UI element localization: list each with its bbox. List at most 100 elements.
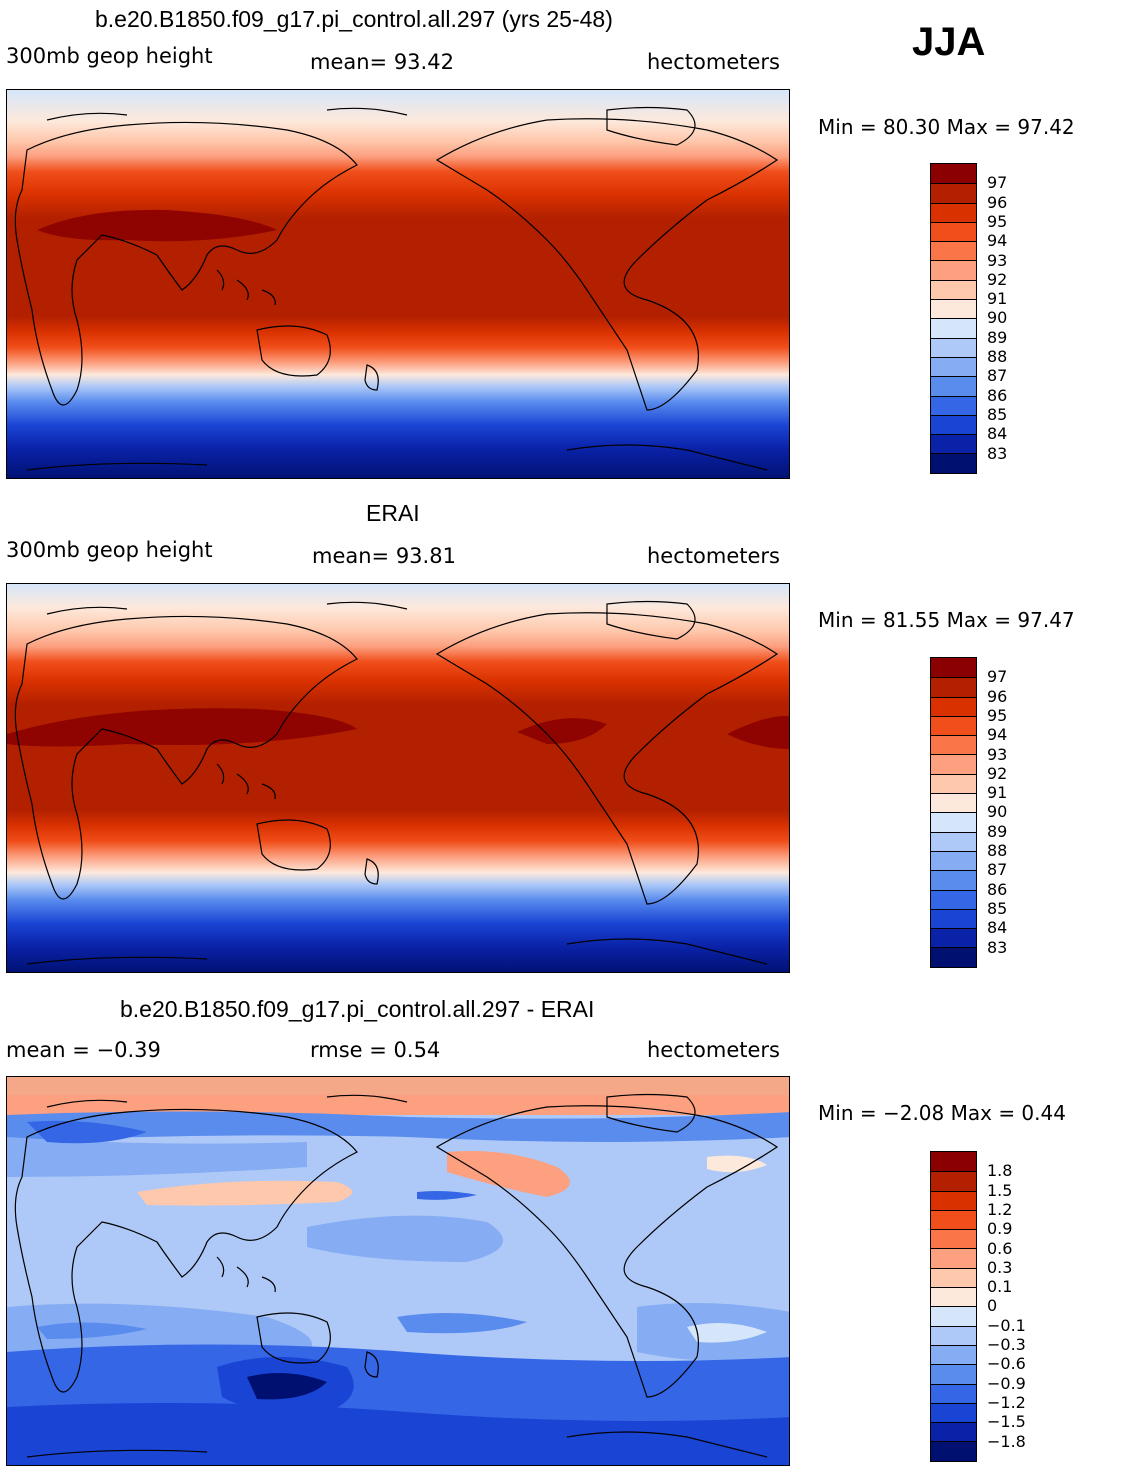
colorbar-level-label: 90 (987, 308, 1008, 328)
colorbar-level-label: 84 (987, 918, 1008, 938)
colorbar-swatch (931, 1383, 976, 1403)
colorbar-swatch (931, 395, 976, 415)
colorbar-level-label: 94 (987, 231, 1008, 251)
colorbar-swatch (931, 164, 976, 184)
colorbar-level-label: 91 (987, 289, 1008, 309)
panel2-variable-label: 300mb geop height (6, 538, 213, 562)
colorbar-level-label: 91 (987, 783, 1008, 803)
colorbar-level-label: 1.8 (987, 1161, 1013, 1181)
panel1-variable-label: 300mb geop height (6, 44, 213, 68)
colorbar-swatch (931, 696, 976, 716)
colorbar-level-label: 96 (987, 686, 1008, 706)
panel1-map-svg (7, 90, 789, 478)
colorbar-level-label: 92 (987, 269, 1008, 289)
colorbar-swatch (931, 260, 976, 280)
panel3-colorbar (930, 1151, 977, 1462)
panel1-map (6, 89, 790, 479)
panel1-units-label: hectometers (647, 50, 780, 74)
colorbar-swatch (931, 715, 976, 736)
colorbar-level-label: 83 (987, 937, 1008, 957)
colorbar-swatch (931, 299, 976, 319)
panel2-map-svg (7, 584, 789, 972)
colorbar-swatch (931, 1229, 976, 1249)
colorbar-level-label: 87 (987, 860, 1008, 880)
colorbar-swatch (931, 658, 976, 678)
colorbar-swatch (931, 434, 976, 454)
colorbar-level-label: 94 (987, 725, 1008, 745)
colorbar-swatch (931, 1344, 976, 1365)
colorbar-swatch (931, 318, 976, 338)
colorbar-swatch (931, 773, 976, 794)
colorbar-swatch (931, 221, 976, 242)
colorbar-level-label: 93 (987, 744, 1008, 764)
colorbar-level-label: −0.9 (987, 1373, 1026, 1393)
panel3-units-label: hectometers (647, 1038, 780, 1062)
colorbar-level-label: 0.9 (987, 1219, 1013, 1239)
colorbar-level-label: −1.8 (987, 1431, 1026, 1451)
panel2-coastlines (14, 600, 779, 965)
colorbar-swatch (931, 1306, 976, 1326)
panel2-colorbar (930, 657, 977, 968)
colorbar-level-label: 0.1 (987, 1277, 1013, 1297)
colorbar-level-label: 0.6 (987, 1238, 1013, 1258)
colorbar-swatch (931, 1171, 976, 1191)
colorbar-swatch (931, 1248, 976, 1268)
colorbar-swatch (931, 947, 976, 967)
colorbar-level-label: 86 (987, 879, 1008, 899)
colorbar-swatch (931, 376, 976, 396)
panel1-minmax: Min = 80.30 Max = 97.42 (818, 115, 1075, 139)
colorbar-swatch (931, 414, 976, 435)
colorbar-swatch (931, 908, 976, 929)
colorbar-swatch (931, 735, 976, 755)
colorbar-swatch (931, 241, 976, 261)
colorbar-level-label: 95 (987, 705, 1008, 725)
colorbar-level-label: 97 (987, 173, 1008, 193)
colorbar-swatch (931, 453, 976, 473)
colorbar-level-label: 83 (987, 443, 1008, 463)
colorbar-level-label: 86 (987, 385, 1008, 405)
colorbar-swatch (931, 279, 976, 300)
colorbar-level-label: 85 (987, 404, 1008, 424)
panel1-mean-label: mean= 93.42 (310, 50, 454, 74)
colorbar-level-label: −1.5 (987, 1412, 1026, 1432)
colorbar-level-label: 93 (987, 250, 1008, 270)
colorbar-level-label: 1.2 (987, 1199, 1013, 1219)
panel3-map (6, 1076, 790, 1466)
panel2-minmax: Min = 81.55 Max = 97.47 (818, 608, 1075, 632)
colorbar-swatch (931, 1152, 976, 1172)
colorbar-level-label: 90 (987, 802, 1008, 822)
colorbar-level-label: −0.6 (987, 1354, 1026, 1374)
colorbar-level-label: 0 (987, 1296, 998, 1316)
colorbar-level-label: −1.2 (987, 1392, 1026, 1412)
colorbar-level-label: −0.1 (987, 1315, 1026, 1335)
colorbar-swatch (931, 928, 976, 948)
colorbar-level-label: 84 (987, 424, 1008, 444)
colorbar-swatch (931, 870, 976, 890)
panel2-units-label: hectometers (647, 544, 780, 568)
colorbar-swatch (931, 1402, 976, 1423)
colorbar-swatch (931, 677, 976, 697)
panel3-rmse-label: rmse = 0.54 (310, 1038, 441, 1062)
colorbar-swatch (931, 202, 976, 222)
colorbar-level-label: 96 (987, 192, 1008, 212)
panel3-minmax: Min = −2.08 Max = 0.44 (818, 1101, 1066, 1125)
colorbar-swatch (931, 356, 976, 377)
colorbar-level-label: 1.5 (987, 1180, 1013, 1200)
panel2-mean-label: mean= 93.81 (312, 544, 456, 568)
colorbar-swatch (931, 183, 976, 203)
panel3-coastlines (14, 1093, 779, 1458)
colorbar-level-label: −0.3 (987, 1335, 1026, 1354)
panel3-mean-label: mean = −0.39 (6, 1038, 161, 1062)
season-label: JJA (912, 20, 986, 64)
colorbar-level-label: 97 (987, 667, 1008, 687)
colorbar-level-label: 0.3 (987, 1257, 1013, 1277)
panel3-map-svg (7, 1077, 789, 1465)
colorbar-swatch (931, 812, 976, 832)
colorbar-swatch (931, 1209, 976, 1230)
colorbar-level-label: 92 (987, 763, 1008, 783)
colorbar-swatch (931, 1441, 976, 1461)
panel2-map (6, 583, 790, 973)
colorbar-swatch (931, 337, 976, 357)
colorbar-swatch (931, 1287, 976, 1307)
colorbar-swatch (931, 831, 976, 851)
